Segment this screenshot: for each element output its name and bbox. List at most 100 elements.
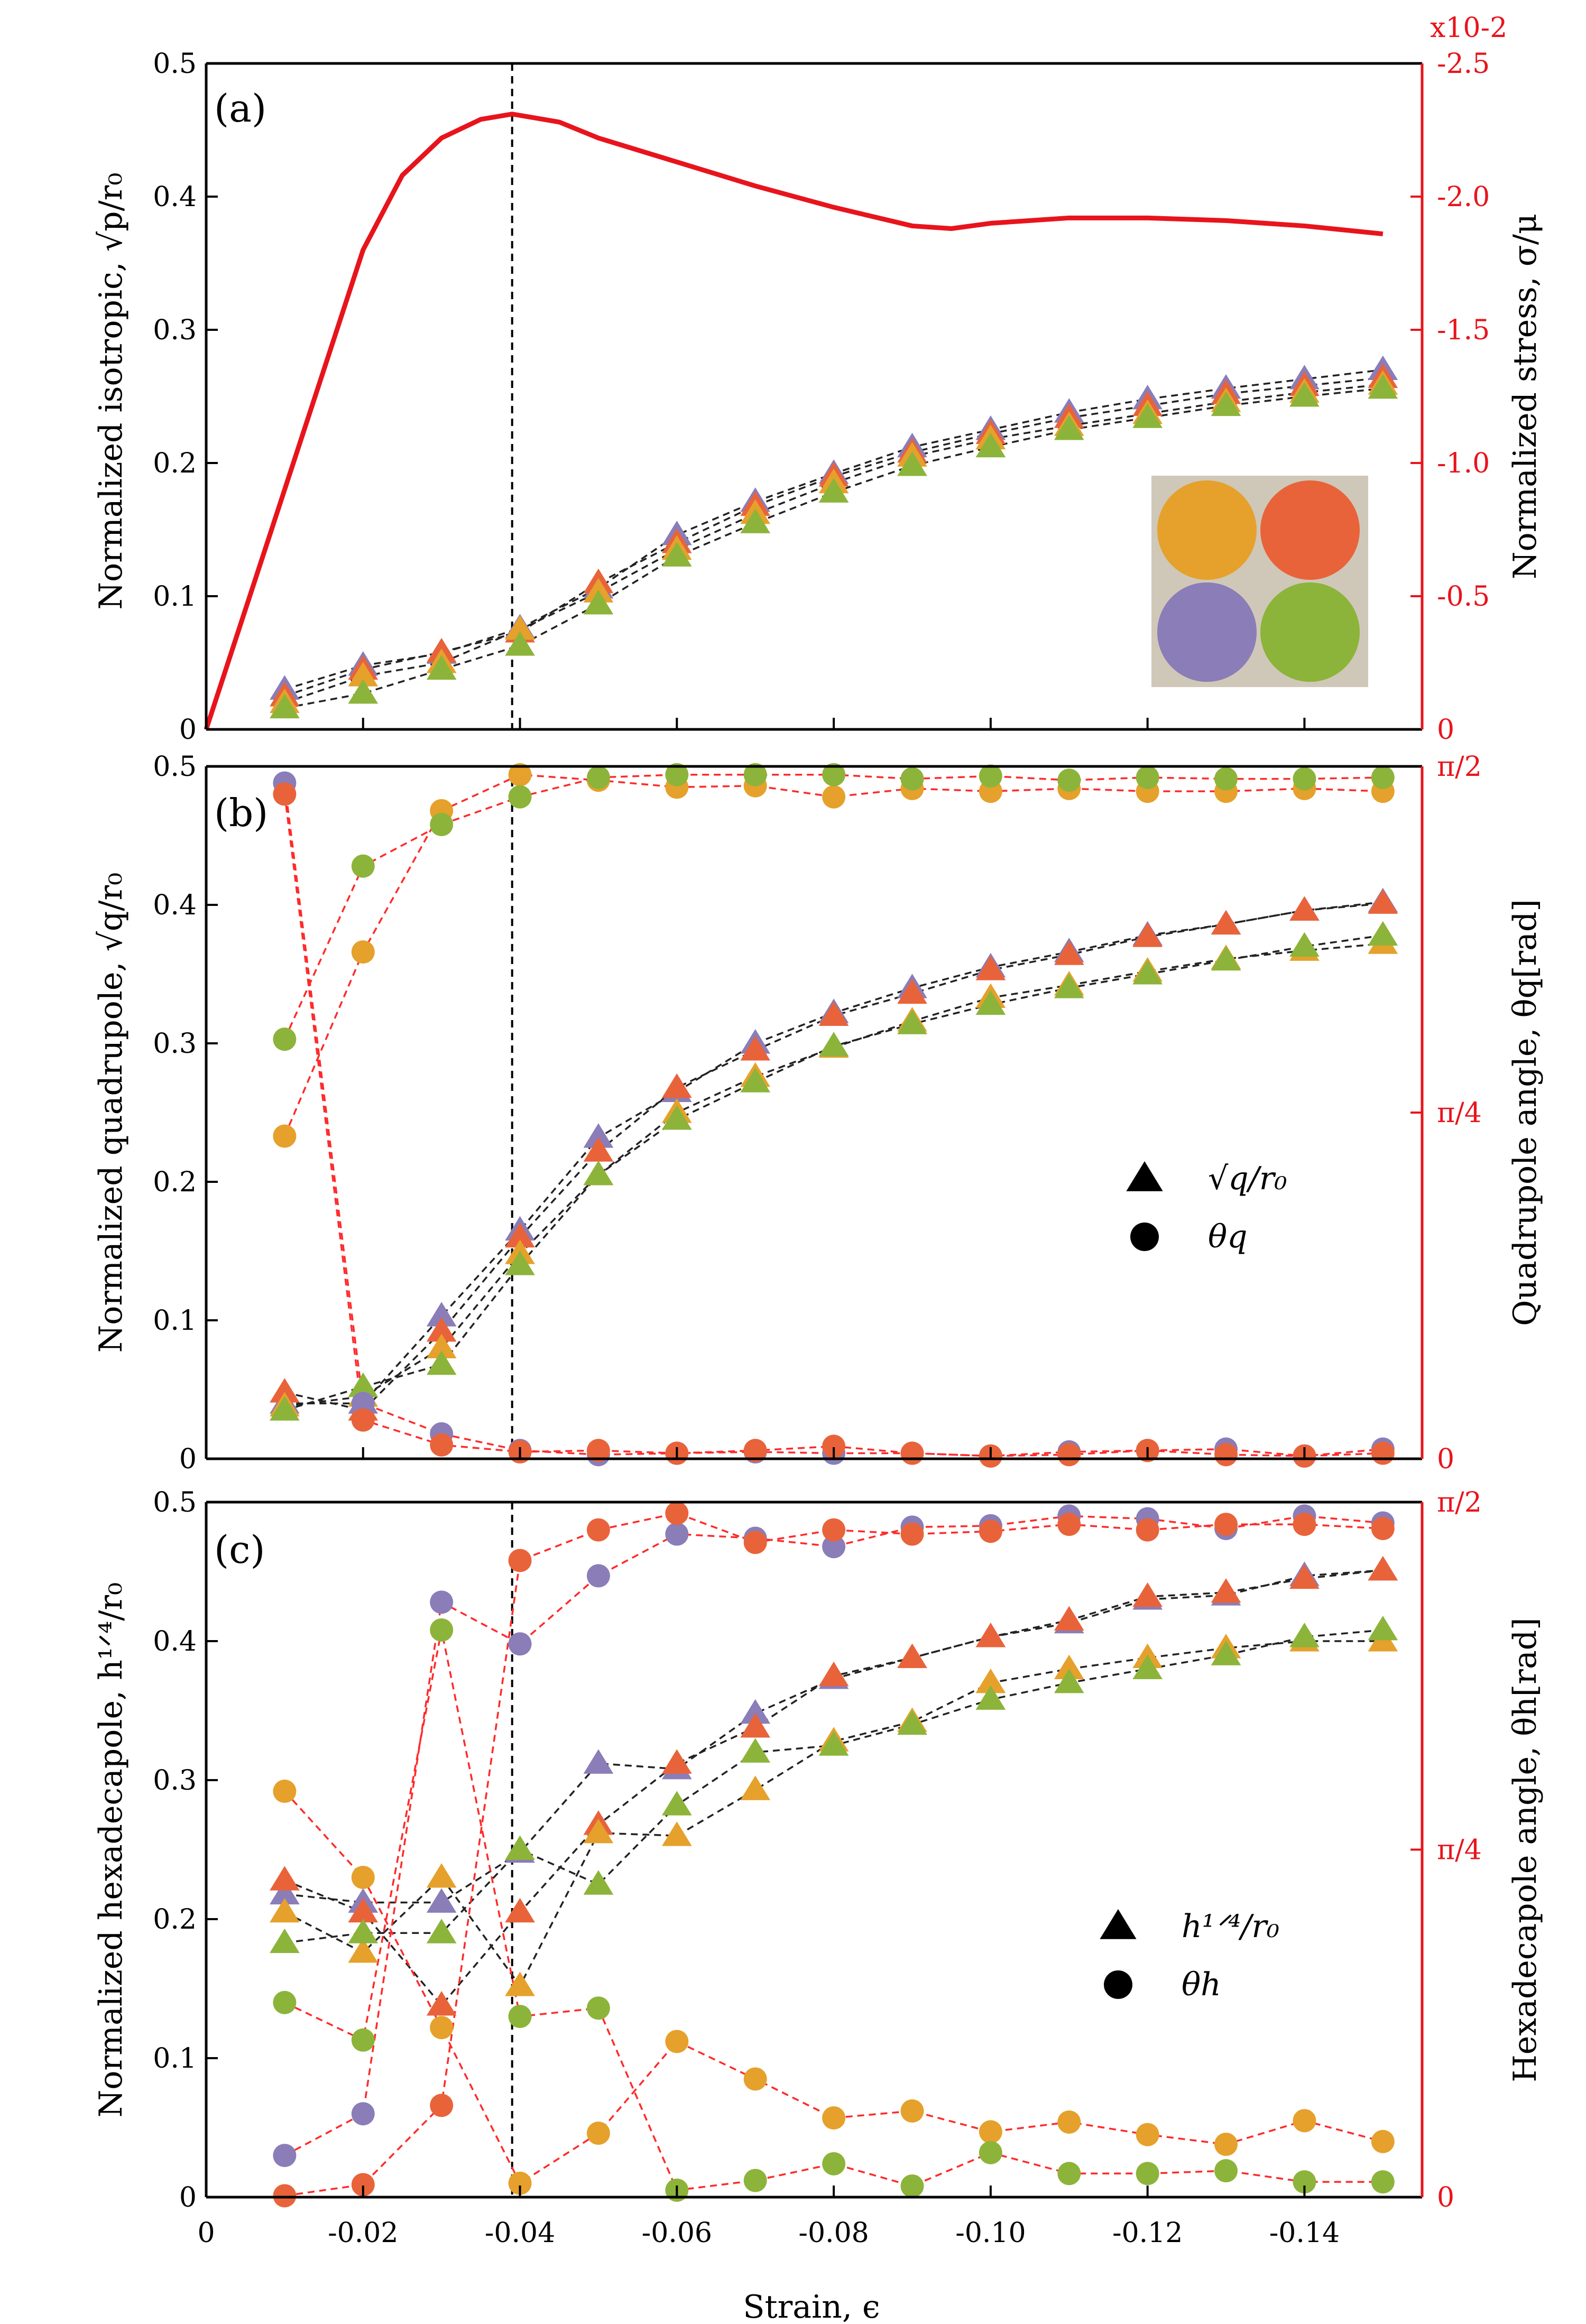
xtick-label: 0 (197, 2217, 215, 2249)
marker-circle-green (1293, 2170, 1316, 2194)
panel-a-ylabel: Normalized isotropic, √p/r₀ (93, 173, 130, 610)
y2tick-label-b: 0 (1437, 1443, 1454, 1475)
marker-circle-green (743, 763, 767, 786)
ytick-label-b: 0.1 (153, 1305, 197, 1337)
marker-triangle-green (661, 1791, 692, 1816)
legend-c-triangle-text: h¹ᐟ⁴/r₀ (1182, 1908, 1279, 1945)
y2tick-label-a: -0.5 (1437, 581, 1490, 613)
marker-triangle-green (818, 1032, 849, 1057)
marker-triangle-green (1289, 932, 1320, 957)
marker-triangle-green (740, 508, 771, 533)
marker-circle-green (1136, 2162, 1159, 2186)
marker-triangle-red (1368, 1555, 1398, 1581)
series-line-purple-circle (284, 1515, 1383, 2156)
marker-triangle-green (270, 1928, 300, 1953)
marker-circle-green (822, 763, 846, 786)
marker-triangle-green (505, 1835, 535, 1860)
marker-triangle-orange (661, 1821, 692, 1846)
marker-triangle-red (818, 1001, 849, 1026)
ytick-label-c: 0.1 (153, 2043, 197, 2075)
series-lines-c (284, 1512, 1384, 2197)
panel-a-y2label: Normalized stress, σ/μ (1507, 214, 1544, 579)
marker-triangle-orange (505, 615, 535, 640)
stress-curve (204, 112, 1384, 730)
y2tick-label-a: -2.0 (1437, 181, 1490, 213)
series-markers-a (270, 355, 1398, 719)
marker-circle-green (1214, 767, 1238, 791)
marker-circle-green (586, 765, 610, 789)
marker-circle-orange (586, 2122, 610, 2145)
ytick-label-a: 0.5 (153, 48, 197, 80)
marker-circle-orange (900, 2099, 924, 2123)
xtick-label: -0.08 (798, 2217, 869, 2249)
marker-triangle-red (740, 1713, 771, 1738)
marker-triangle-green (1211, 391, 1241, 416)
marker-triangle-red (505, 1223, 535, 1248)
marker-circle-red (743, 1531, 767, 1554)
marker-triangle-green (1368, 1615, 1398, 1641)
marker-circle-red (1214, 1443, 1238, 1467)
marker-triangle-green (818, 1731, 849, 1756)
text-layer: (a) (b) (c) x10-2 Normalized isotropic, … (93, 12, 1544, 2324)
inset-particle-green (1260, 582, 1360, 682)
marker-circle-green (1371, 765, 1395, 789)
marker-circle-purple (273, 2144, 297, 2168)
marker-circle-orange (508, 763, 532, 786)
marker-circle-red (900, 1441, 924, 1465)
ytick-label-a: 0.4 (153, 181, 197, 213)
ytick-label-a: 0.1 (153, 581, 197, 613)
marker-circle-green (743, 2169, 767, 2192)
marker-triangle-green (270, 693, 300, 719)
ytick-label-a: 0.3 (153, 314, 197, 346)
marker-triangle-green (897, 1010, 927, 1034)
marker-circle-red (822, 1434, 846, 1458)
marker-triangle-orange (348, 1938, 379, 1963)
inset-particle-orange (1157, 480, 1257, 580)
marker-triangle-green (1054, 415, 1084, 440)
marker-circle-red (1136, 1518, 1159, 1542)
marker-triangle-green (661, 1105, 692, 1130)
y2tick-label-c: 0 (1437, 2182, 1454, 2214)
marker-circle-green (508, 785, 532, 809)
marker-triangle-red (1289, 896, 1320, 921)
legend-b-circle-text: θq (1208, 1218, 1248, 1255)
marker-triangle-red (661, 1073, 692, 1098)
marker-circle-orange (1371, 2129, 1395, 2153)
marker-triangle-red (1289, 1564, 1320, 1589)
marker-circle-red (508, 1549, 532, 1572)
marker-triangle-orange (348, 662, 379, 687)
marker-circle-purple (586, 1564, 610, 1588)
series-line-orange-circle (283, 773, 1383, 1137)
marker-circle-green (1057, 769, 1081, 792)
marker-circle-orange (1214, 2133, 1238, 2156)
marker-triangle-green (1132, 1654, 1163, 1680)
y2tick-label-a: 0 (1437, 714, 1454, 746)
marker-triangle-green (1368, 374, 1398, 399)
marker-circle-orange (665, 2030, 689, 2053)
xtick-label: -0.10 (955, 2217, 1026, 2249)
ytick-label-c: 0.4 (153, 1626, 197, 1658)
marker-triangle-green (426, 655, 457, 680)
marker-circle-red (430, 2094, 454, 2117)
marker-circle-red (900, 1522, 924, 1546)
panel-b-label: (b) (214, 791, 268, 835)
marker-triangle-red (1132, 922, 1163, 947)
marker-triangle-red (1132, 1582, 1163, 1607)
marker-circle-green (1371, 2170, 1395, 2194)
marker-triangle-green (505, 1251, 535, 1275)
panel-c-y2label: Hexadecapole angle, θh[rad] (1507, 1617, 1544, 2082)
marker-triangle-red (897, 1643, 927, 1668)
marker-circle-orange (273, 1124, 297, 1148)
xtick-label: -0.04 (485, 2217, 555, 2249)
marker-triangle-orange (583, 1818, 614, 1844)
marker-triangle-green (348, 1372, 379, 1397)
panel-a-label: (a) (214, 86, 266, 131)
frame-layer: 0 0.1 0.2 0.3 0.4 0.5 0 -0.5 -1.0 -1.5 -2.0 -2.5 0 0.… (153, 48, 1490, 2249)
marker-triangle-purple (583, 1749, 614, 1774)
marker-triangle-green (818, 478, 849, 503)
y2tick-label-b: π/2 (1437, 751, 1482, 783)
marker-triangle-purple (740, 1699, 771, 1724)
xtick-label: -0.12 (1112, 2217, 1183, 2249)
marker-triangle-red (1054, 940, 1084, 965)
series-line-red-circle (284, 1512, 1383, 2197)
